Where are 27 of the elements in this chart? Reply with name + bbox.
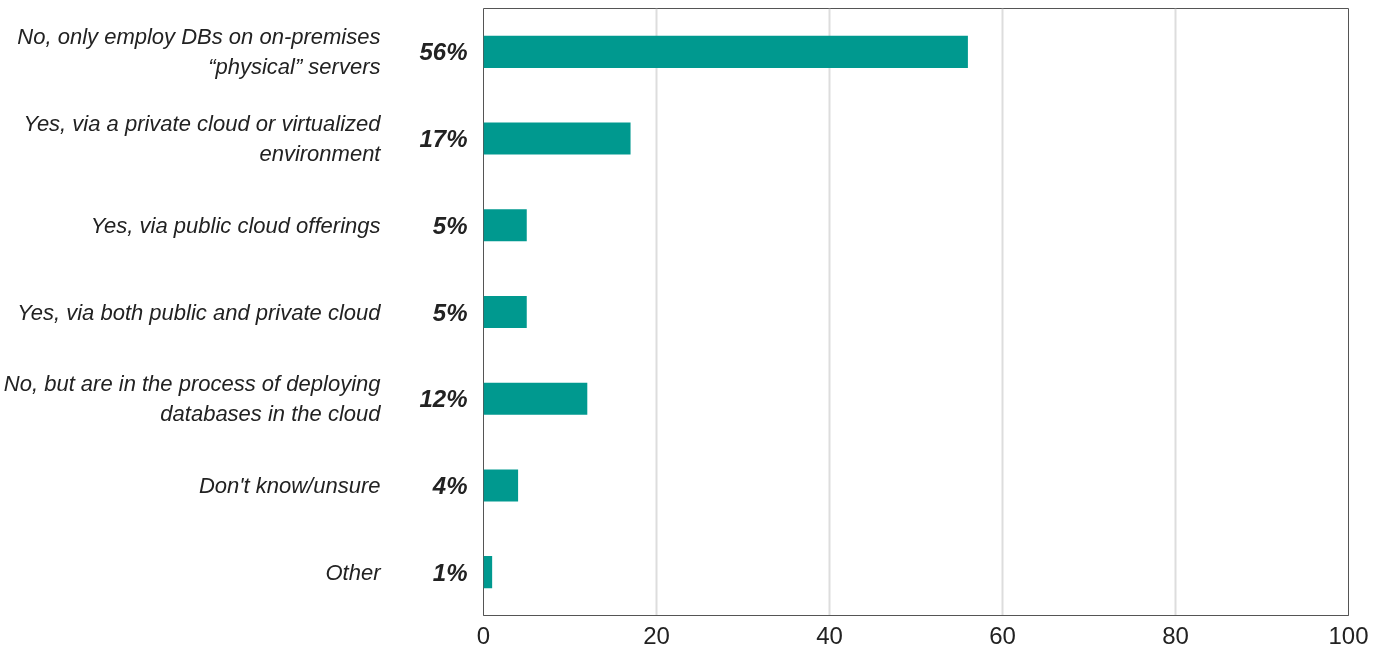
y-tick-label: Don't know/unsure: [198, 472, 381, 498]
bar: [483, 209, 527, 242]
bar: [483, 469, 519, 502]
bar: [483, 122, 631, 155]
y-tick-label: Yes, via public cloud offerings: [90, 212, 381, 238]
data-label: 5%: [432, 211, 468, 239]
bar: [483, 382, 588, 415]
y-tick-label: Other: [325, 559, 383, 585]
y-tick-label: Yes, via a private cloud or virtualized environment: [23, 111, 382, 167]
data-label: 4%: [431, 471, 468, 499]
y-tick-label: No, only employ DBs on on-premises “physical” servers: [17, 24, 381, 80]
bar: [483, 556, 493, 589]
data-label: 5%: [432, 298, 468, 326]
data-label: 17%: [419, 125, 468, 153]
data-label: 12%: [419, 385, 468, 413]
data-label: 56%: [419, 38, 468, 66]
x-tick-label: 20: [643, 621, 670, 649]
data-label: 1%: [432, 558, 468, 586]
bar: [483, 35, 968, 68]
x-tick-label: 40: [816, 621, 843, 649]
x-tick-label: 80: [1162, 621, 1189, 649]
y-tick-label: No, but are in the process of deploying databases in the cloud: [3, 371, 382, 427]
x-tick-label: 0: [476, 621, 491, 649]
x-tick-label: 100: [1328, 621, 1369, 649]
bar: [483, 295, 527, 329]
y-tick-label: Yes, via both public and private cloud: [17, 299, 382, 325]
x-tick-label: 60: [989, 621, 1016, 649]
